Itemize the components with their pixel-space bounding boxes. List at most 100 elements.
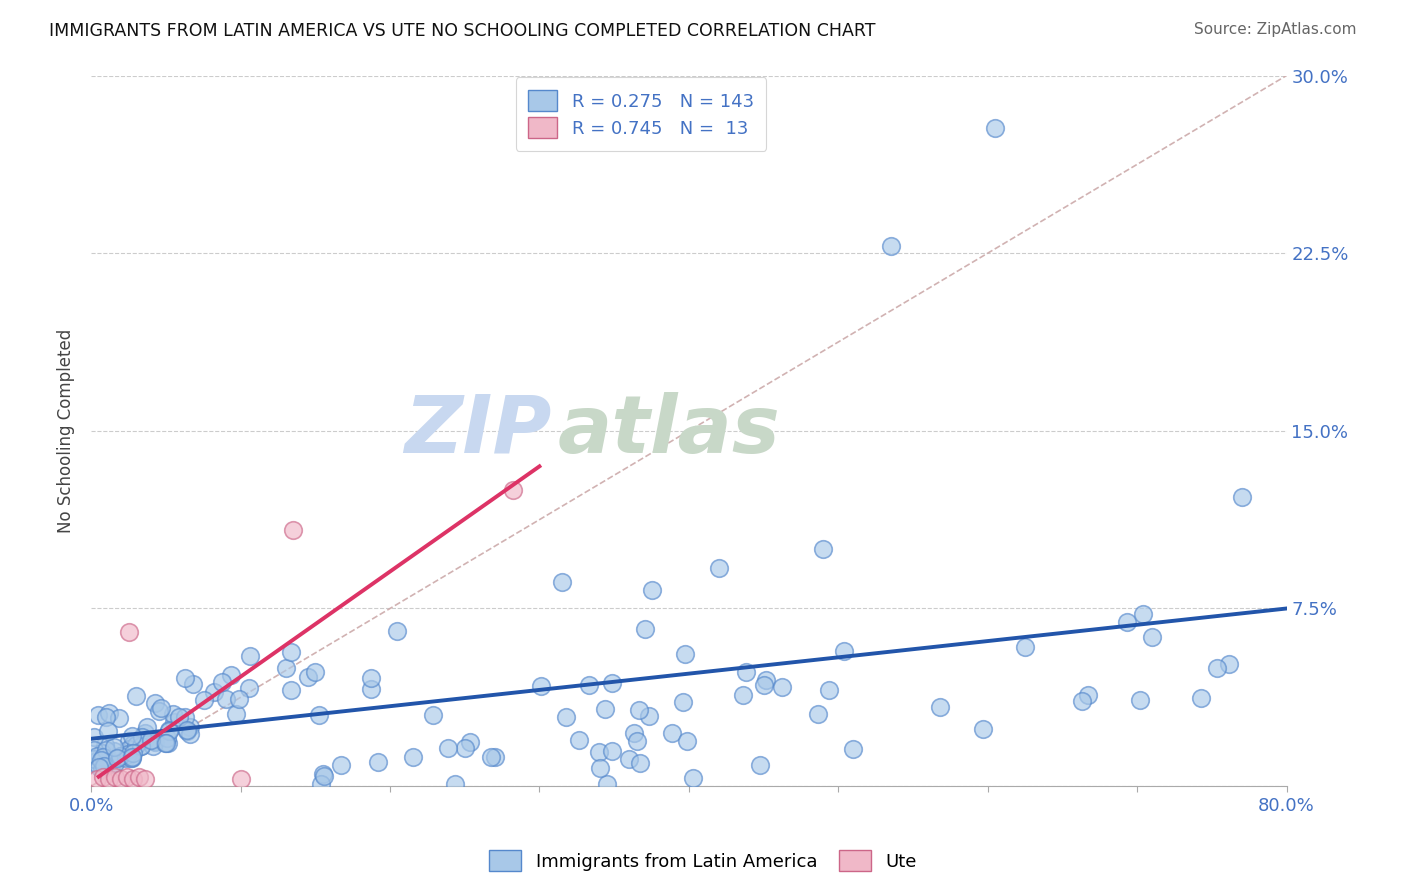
Point — [671, 695, 693, 709]
Point — [131, 731, 153, 745]
Point — [754, 678, 776, 692]
Point — [600, 675, 623, 690]
Point — [110, 772, 132, 786]
Point — [770, 680, 793, 694]
Point — [125, 738, 148, 752]
Point — [673, 648, 696, 662]
Point — [118, 733, 141, 747]
Point — [86, 772, 108, 786]
Point — [101, 756, 124, 771]
Legend: Immigrants from Latin America, Ute: Immigrants from Latin America, Ute — [482, 843, 924, 879]
Point — [502, 483, 524, 497]
Point — [568, 733, 591, 747]
Point — [162, 706, 184, 721]
Point — [157, 723, 180, 738]
Point — [134, 732, 156, 747]
Point — [87, 707, 110, 722]
Text: Source: ZipAtlas.com: Source: ZipAtlas.com — [1194, 22, 1357, 37]
Point — [225, 706, 247, 721]
Point — [155, 736, 177, 750]
Point — [281, 524, 304, 538]
Point — [755, 673, 778, 688]
Point — [91, 747, 114, 761]
Point — [640, 582, 662, 597]
Point — [617, 752, 640, 766]
Point — [832, 644, 855, 658]
Point — [128, 770, 150, 784]
Point — [105, 751, 128, 765]
Point — [136, 720, 159, 734]
Text: ZIP: ZIP — [404, 392, 551, 470]
Point — [121, 750, 143, 764]
Point — [280, 645, 302, 659]
Point — [682, 771, 704, 785]
Point — [163, 714, 186, 729]
Point — [238, 681, 260, 695]
Point — [928, 699, 950, 714]
Point — [274, 661, 297, 675]
Point — [121, 729, 143, 743]
Point — [91, 750, 114, 764]
Point — [104, 756, 127, 771]
Point — [634, 622, 657, 636]
Point — [98, 772, 121, 786]
Point — [173, 710, 195, 724]
Point — [153, 736, 176, 750]
Point — [215, 692, 238, 706]
Point — [179, 720, 201, 734]
Point — [114, 750, 136, 764]
Point — [972, 722, 994, 736]
Point — [181, 677, 204, 691]
Point — [86, 749, 108, 764]
Point — [360, 682, 382, 697]
Point — [129, 739, 152, 753]
Point — [807, 707, 830, 722]
Point — [818, 683, 841, 698]
Point — [91, 763, 114, 777]
Point — [121, 751, 143, 765]
Point — [229, 772, 252, 786]
Point — [157, 723, 180, 737]
Point — [1071, 694, 1094, 708]
Point — [90, 753, 112, 767]
Point — [297, 670, 319, 684]
Point — [96, 710, 118, 724]
Point — [385, 624, 408, 638]
Point — [179, 726, 201, 740]
Point — [143, 734, 166, 748]
Point — [97, 724, 120, 739]
Point — [148, 704, 170, 718]
Point — [842, 742, 865, 756]
Point — [879, 239, 901, 253]
Y-axis label: No Schooling Completed: No Schooling Completed — [58, 329, 75, 533]
Point — [1132, 607, 1154, 621]
Point — [122, 772, 145, 786]
Point — [628, 756, 651, 770]
Point — [141, 733, 163, 747]
Point — [314, 769, 336, 783]
Point — [578, 678, 600, 692]
Point — [117, 747, 139, 761]
Point — [308, 707, 330, 722]
Point — [149, 701, 172, 715]
Point — [707, 561, 730, 575]
Point — [735, 665, 758, 679]
Point — [131, 739, 153, 753]
Point — [117, 625, 139, 640]
Point — [479, 750, 502, 764]
Point — [304, 665, 326, 679]
Point — [813, 542, 835, 557]
Point — [83, 752, 105, 766]
Text: atlas: atlas — [557, 392, 780, 470]
Point — [311, 777, 333, 791]
Point — [108, 748, 131, 763]
Point — [589, 761, 612, 775]
Point — [402, 749, 425, 764]
Point — [108, 711, 131, 725]
Point — [91, 756, 114, 771]
Text: IMMIGRANTS FROM LATIN AMERICA VS UTE NO SCHOOLING COMPLETED CORRELATION CHART: IMMIGRANTS FROM LATIN AMERICA VS UTE NO … — [49, 22, 876, 40]
Point — [94, 743, 117, 757]
Point — [454, 740, 477, 755]
Point — [143, 735, 166, 749]
Point — [280, 683, 302, 698]
